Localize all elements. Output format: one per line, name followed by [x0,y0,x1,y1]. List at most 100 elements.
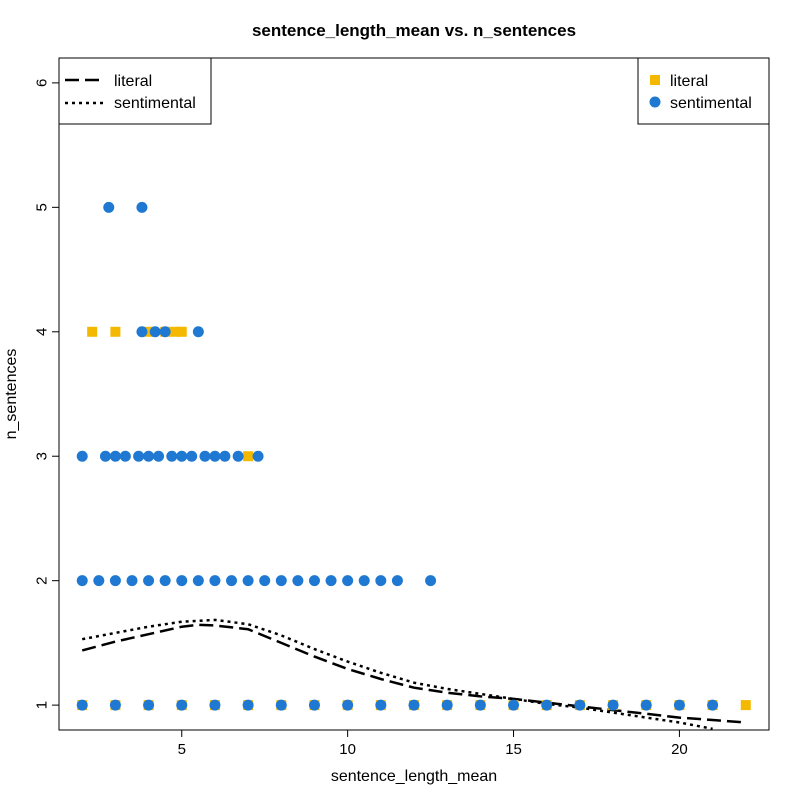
y-tick-label: 1 [34,701,51,709]
point-legend: literal sentimental [637,57,770,125]
point-literal [243,451,254,462]
point-legend-box [637,57,770,125]
point-sentimental [192,326,204,338]
point-literal [110,326,121,337]
point-sentimental [607,699,619,711]
point-sentimental [474,699,486,711]
x-axis: 5 10 15 20 [178,730,688,758]
point-sentimental [76,575,88,587]
point-sentimental [342,575,354,587]
point-sentimental [149,326,161,338]
point-sentimental [133,450,145,462]
y-tick-label: 2 [34,576,51,584]
y-tick-label: 4 [34,328,51,336]
y-axis-label: n_sentences [3,349,20,440]
point-sentimental [308,699,320,711]
x-tick-label: 15 [505,741,522,758]
point-sentimental [76,699,88,711]
smoothing-curves [81,618,746,731]
point-sentimental [358,575,370,587]
point-sentimental [375,575,387,587]
point-sentimental [109,699,121,711]
point-sentimental [226,575,238,587]
point-sentimental [441,699,453,711]
plot-frame [58,57,770,731]
y-tick-label: 6 [34,79,51,87]
point-sentimental [186,450,198,462]
point-sentimental [176,450,188,462]
point-sentimental [242,575,254,587]
point-sentimental [325,575,337,587]
point-sentimental [99,450,111,462]
legend-circle-sentimental [649,96,661,108]
point-sentimental [508,699,520,711]
point-sentimental [275,575,287,587]
x-axis-label: sentence_length_mean [331,768,497,785]
point-sentimental [541,699,553,711]
legend-line-literal-label: literal [114,73,152,90]
point-sentimental [176,575,188,587]
point-sentimental [93,575,105,587]
point-sentimental [136,201,148,213]
point-sentimental [375,699,387,711]
x-tick-label: 20 [671,741,688,758]
point-sentimental [103,201,115,213]
y-tick-label: 5 [34,203,51,211]
point-sentimental [232,450,244,462]
point-sentimental [673,699,685,711]
point-sentimental [292,575,304,587]
curve-sentimental [81,618,713,731]
point-sentimental [143,450,155,462]
point-sentimental [259,575,271,587]
point-sentimental [574,699,586,711]
point-sentimental [136,326,148,338]
point-sentimental [342,699,354,711]
legend-square-literal [650,75,660,85]
point-sentimental [242,699,254,711]
point-sentimental [166,450,178,462]
x-tick-label: 10 [339,741,356,758]
x-tick-label: 5 [178,741,186,758]
point-sentimental [109,575,121,587]
point-sentimental [219,450,231,462]
point-sentimental [109,450,121,462]
point-sentimental [126,575,138,587]
point-sentimental [640,699,652,711]
point-sentimental [209,575,221,587]
curve-literal [81,623,746,724]
point-literal [170,326,181,337]
legend-point-literal-label: literal [670,73,708,90]
point-sentimental [159,575,171,587]
point-literal [740,700,751,711]
point-sentimental [425,575,437,587]
point-sentimental [252,450,264,462]
legend-point-sentimental-label: sentimental [670,95,752,112]
point-sentimental [408,699,420,711]
point-sentimental [143,575,155,587]
point-sentimental [391,575,403,587]
point-sentimental [707,699,719,711]
y-axis: 1 2 3 4 5 6 [34,79,59,709]
point-sentimental [143,699,155,711]
data-points [76,201,751,711]
point-sentimental [119,450,131,462]
point-sentimental [275,699,287,711]
point-literal [87,326,98,337]
point-literal [176,326,187,337]
line-legend: literal sentimental [58,57,212,125]
legend-line-sentimental-label: sentimental [114,95,196,112]
point-sentimental [209,699,221,711]
point-sentimental [76,450,88,462]
point-sentimental [153,450,165,462]
point-sentimental [308,575,320,587]
point-literal [143,326,154,337]
point-sentimental [209,450,221,462]
point-sentimental [192,575,204,587]
y-tick-label: 3 [34,452,51,460]
point-sentimental [176,699,188,711]
point-sentimental [199,450,211,462]
chart-title: sentence_length_mean vs. n_sentences [252,21,576,40]
line-legend-box [58,57,212,125]
point-sentimental [159,326,171,338]
